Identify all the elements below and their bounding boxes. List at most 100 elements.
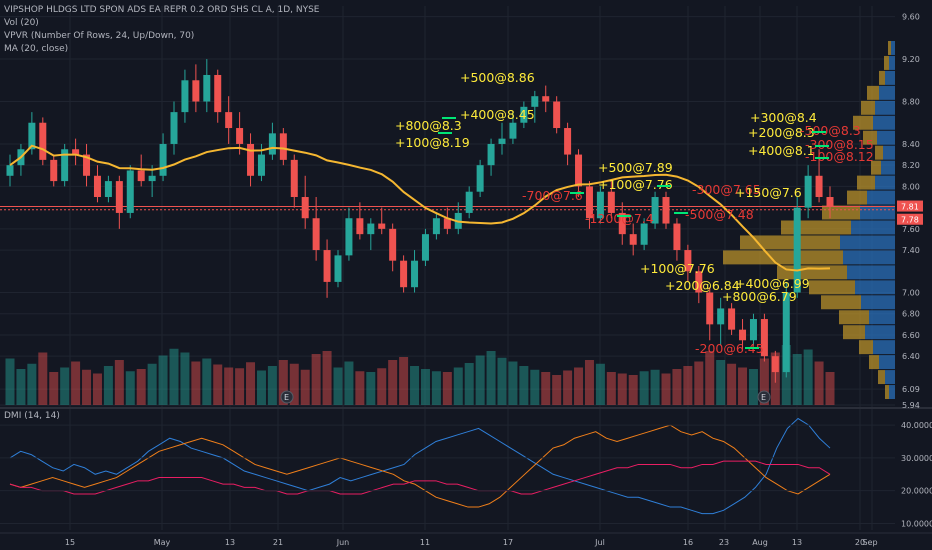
candle-body [50, 159, 58, 182]
time-axis-label: 23 [719, 538, 729, 547]
volume-bar [672, 369, 682, 405]
candle-body [443, 218, 451, 229]
vp-row-up [851, 220, 895, 235]
earnings-label: E [761, 393, 766, 402]
volume-bar [169, 348, 179, 405]
time-axis-label: 17 [503, 538, 513, 547]
time-axis-label: 21 [273, 538, 283, 547]
price-axis-label: 8.20 [902, 161, 920, 170]
candle-body [257, 154, 265, 176]
candle-body [760, 319, 768, 357]
vp-row-up [861, 295, 895, 310]
candle-body [520, 106, 528, 123]
candle-body [389, 228, 397, 261]
volume-bar [519, 366, 529, 405]
candle-body [279, 133, 287, 160]
trade-annotation: +400@8.45 [460, 107, 535, 122]
candle-body [815, 175, 823, 198]
price-axis-label: 6.09 [902, 385, 920, 394]
volume-bar [289, 363, 299, 405]
price-line-text: 7.78 [901, 216, 919, 225]
trade-annotation: +500@8.86 [460, 70, 535, 85]
candle-body [487, 143, 495, 166]
candle-body [564, 128, 572, 155]
time-axis-label: Jun [336, 538, 350, 547]
time-axis-label: 13 [792, 538, 802, 547]
vp-row-down [857, 175, 875, 190]
candle-body [684, 250, 692, 272]
candle-body [203, 74, 211, 102]
volume-bar [38, 352, 48, 405]
candle-body [214, 74, 222, 113]
trade-annotation: +300@8.4 [750, 110, 817, 125]
volume-legend: Vol (20) [4, 18, 39, 28]
volume-bar [661, 373, 671, 405]
candle-body [39, 122, 47, 160]
candle-body [695, 271, 703, 293]
volume-bar [825, 372, 835, 405]
vp-row-down [809, 280, 855, 295]
vp-row-up [847, 265, 895, 280]
volume-bar [202, 358, 212, 405]
volume-bar [694, 361, 704, 405]
candle-body [290, 159, 298, 198]
vp-row-down [853, 115, 873, 130]
dmi-axis-label: 10.0000 [901, 519, 932, 528]
candle-body [476, 165, 484, 192]
vp-row-up [869, 310, 895, 325]
volume-bar [125, 371, 135, 405]
trade-annotation: -300@8.15 [805, 137, 874, 152]
candle-body [236, 128, 244, 144]
candle-body [356, 218, 364, 235]
vp-row-down [822, 205, 860, 220]
symbol-title: VIPSHOP HLDGS LTD SPON ADS EA REPR 0.2 O… [4, 5, 320, 15]
volume-bar [16, 369, 26, 405]
volume-bar [377, 368, 387, 405]
volume-bar [716, 360, 726, 405]
volume-bar [147, 363, 157, 405]
candle-body [542, 96, 550, 102]
vp-row-up [891, 41, 895, 55]
candle-body [400, 260, 408, 288]
time-axis-label: 15 [65, 538, 75, 547]
volume-bar [114, 360, 124, 405]
candle-body [159, 143, 167, 176]
volume-bar [431, 371, 441, 405]
candle-body [104, 181, 112, 198]
vp-row-up [883, 145, 895, 160]
vp-row-down [847, 190, 867, 205]
candle-body [793, 207, 801, 293]
candle-body [640, 223, 648, 245]
candle-body [804, 175, 812, 208]
candle-body [706, 292, 714, 325]
volume-bar [453, 367, 463, 405]
time-axis-label: Aug [752, 538, 768, 547]
vp-row-down [869, 355, 879, 370]
volume-bar [442, 372, 452, 405]
candle-body [411, 260, 419, 288]
candle-body [170, 112, 178, 144]
volume-bar [256, 370, 266, 405]
volume-bar [246, 362, 256, 405]
volume-bar [213, 364, 223, 405]
candle-body [531, 96, 539, 107]
volume-bar [224, 367, 234, 405]
vp-row-down [888, 41, 891, 55]
price-axis-label: 7.00 [902, 289, 920, 298]
vp-row-down [781, 220, 851, 235]
volume-bar [344, 361, 354, 405]
vp-row-up [877, 130, 895, 145]
dmi-axis-label: 40.0000 [901, 421, 932, 430]
candle-body [225, 112, 233, 129]
trade-annotation: -300@7.65 [692, 182, 761, 197]
volume-bar [705, 351, 715, 405]
volume-bar [27, 363, 37, 405]
trade-annotation: +150@7.6 [735, 185, 802, 200]
volume-bar [683, 366, 693, 405]
price-axis-label: 6.60 [902, 331, 920, 340]
earnings-label: E [284, 393, 289, 402]
volume-bar [322, 351, 332, 405]
candle-body [6, 165, 14, 176]
price-axis-label: 8.80 [902, 98, 920, 107]
